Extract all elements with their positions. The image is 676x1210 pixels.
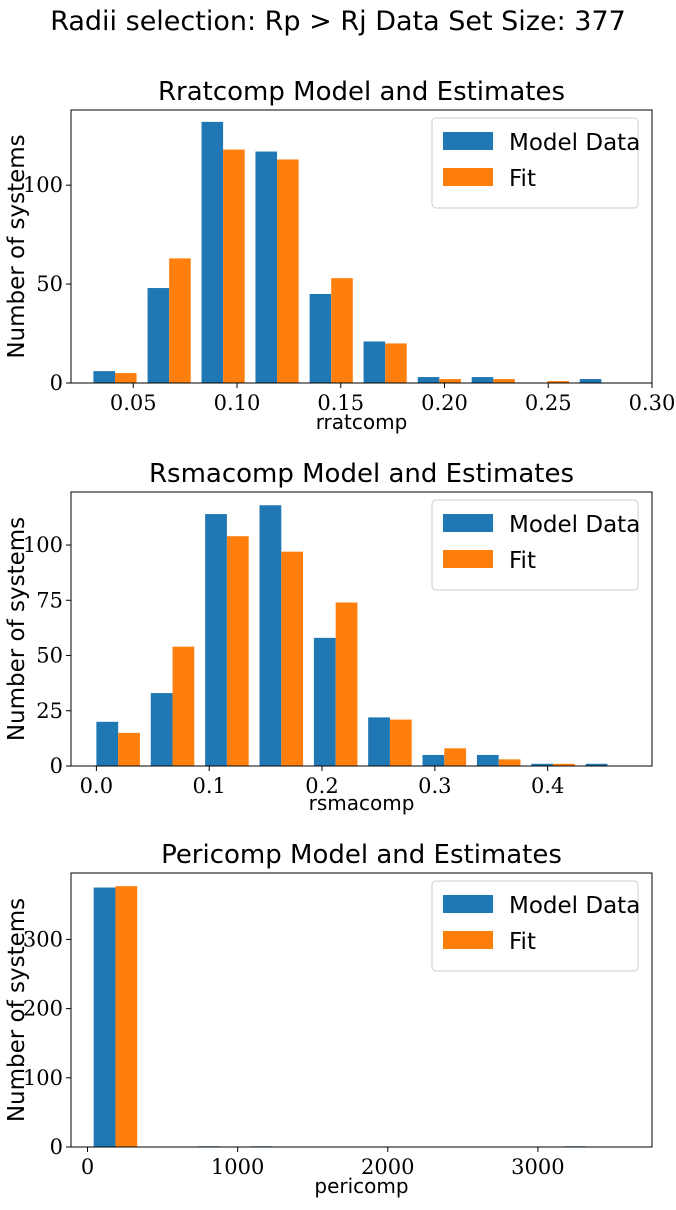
bar-fit-6	[385, 343, 407, 383]
legend-swatch-model	[443, 514, 493, 532]
y-tick-label: 200	[23, 997, 63, 1021]
bar-model-7	[422, 754, 445, 766]
x-tick-label: 0.2	[305, 774, 338, 798]
legend: Model Data Fit	[431, 117, 640, 209]
bar-fit-1	[114, 373, 137, 383]
bar-model-5	[309, 293, 332, 383]
bar-model-9	[531, 763, 554, 766]
bar-model-8	[471, 377, 494, 383]
chart-title: Rratcomp Model and Estimates	[158, 77, 565, 107]
chart-title: Pericomp Model and Estimates	[161, 840, 562, 870]
bar-model-1	[93, 887, 116, 1147]
legend-label-fit: Fit	[509, 929, 536, 955]
bar-model-10	[579, 379, 602, 383]
bar-model-2	[150, 693, 173, 766]
x-tick-label: 0.3	[418, 774, 451, 798]
legend-swatch-fit	[443, 168, 493, 186]
bar-fit-2	[169, 258, 191, 383]
bar-model-6	[363, 341, 386, 383]
bar-fit-2	[172, 646, 195, 766]
bar-model-3	[205, 514, 227, 766]
axes-frame	[70, 491, 653, 767]
x-axis-label: rratcomp	[316, 410, 408, 434]
bar-fit-5	[331, 278, 353, 383]
x-tick-label: 0.25	[525, 391, 572, 415]
x-tick-label: 1000	[211, 1155, 264, 1179]
y-tick-label: 300	[23, 927, 63, 951]
legend-label-fit: Fit	[509, 548, 536, 574]
bar-model-8	[476, 754, 499, 766]
x-tick-label: 3000	[511, 1155, 564, 1179]
x-tick-label: 0	[81, 1155, 94, 1179]
legend-label-model: Model Data	[509, 130, 640, 156]
bar-fit-3	[223, 149, 245, 383]
legend-swatch-fit	[443, 550, 493, 568]
chart-panel-2: 0.0 0.1 0.2 0.3 0.4 0 25 50 75 100 Rsmacomp Model …	[4, 459, 653, 815]
bar-model-7	[417, 377, 440, 383]
bar-fit-6	[389, 719, 412, 766]
y-tick-label: 25	[36, 699, 63, 723]
legend-label-model: Model Data	[509, 893, 640, 919]
bar-model-3	[201, 121, 224, 383]
bar-model-4	[255, 151, 278, 383]
bar-fit-5	[335, 602, 358, 766]
x-tick-label: 0.10	[214, 391, 261, 415]
legend-label-fit: Fit	[509, 166, 536, 192]
x-tick-label: 0.15	[317, 391, 364, 415]
x-tick-label: 0.0	[80, 774, 113, 798]
bar-fit-7	[439, 379, 461, 383]
x-axis-label: rsmacomp	[309, 791, 415, 815]
bar-fit-8	[498, 759, 521, 766]
x-axis-label: pericomp	[314, 1174, 408, 1198]
y-tick-label: 100	[23, 173, 63, 197]
x-tick-label: 0.1	[192, 774, 225, 798]
bar-model-5	[313, 637, 336, 766]
y-axis-label: Number of systems	[4, 517, 30, 741]
legend: Model Data Fit	[431, 880, 640, 972]
y-tick-label: 100	[23, 1066, 63, 1090]
bar-model-2	[147, 288, 170, 383]
axes-frame	[70, 872, 653, 1148]
bar-model-1	[93, 371, 115, 383]
x-tick-label: 2000	[361, 1155, 414, 1179]
x-tick-label: 0.20	[421, 391, 468, 415]
bar-fit-1	[118, 732, 140, 766]
y-tick-label: 50	[36, 644, 63, 668]
y-tick-label: 0	[50, 371, 63, 395]
legend-label-model: Model Data	[509, 512, 640, 538]
figure-suptitle: Radii selection: Rp > Rj Data Set Size: …	[50, 6, 626, 37]
bar-fit-4	[281, 551, 304, 766]
legend-swatch-model	[443, 132, 493, 150]
x-tick-label: 0.4	[531, 774, 564, 798]
chart-panel-1: 0.05 0.10 0.15 0.20 0.25 0.30 0 50 100 Rratcomp M…	[4, 77, 675, 434]
y-tick-label: 0	[50, 1135, 63, 1159]
x-tick-label: 0.30	[629, 391, 676, 415]
chart-panel-3: 0 1000 2000 3000 0 100 200 300 Pericomp Model an…	[4, 840, 653, 1198]
y-tick-label: 50	[36, 272, 63, 296]
bar-fit-7	[444, 748, 467, 766]
bar-fit-3	[226, 536, 249, 766]
legend-swatch-model	[443, 895, 493, 913]
legend: Model Data Fit	[431, 499, 640, 591]
bar-model-6	[368, 717, 390, 766]
y-tick-label: 75	[36, 588, 63, 612]
bar-fit-4	[277, 159, 299, 383]
bar-model-4	[259, 505, 282, 766]
y-tick-label: 0	[50, 754, 63, 778]
bar-fit-8	[493, 379, 515, 383]
axes-frame	[70, 109, 653, 384]
y-tick-label: 100	[23, 533, 63, 557]
y-axis-label: Number of systems	[4, 134, 30, 358]
bar-fit-9	[547, 381, 569, 383]
chart-title: Rsmacomp Model and Estimates	[149, 459, 574, 489]
x-tick-label: 0.05	[110, 391, 157, 415]
bar-fit-1	[115, 886, 138, 1147]
bar-model-10	[585, 763, 608, 766]
legend-swatch-fit	[443, 931, 493, 949]
y-axis-label: Number of systems	[4, 898, 30, 1122]
bar-fit-9	[553, 763, 575, 766]
bar-model-1	[96, 721, 119, 766]
